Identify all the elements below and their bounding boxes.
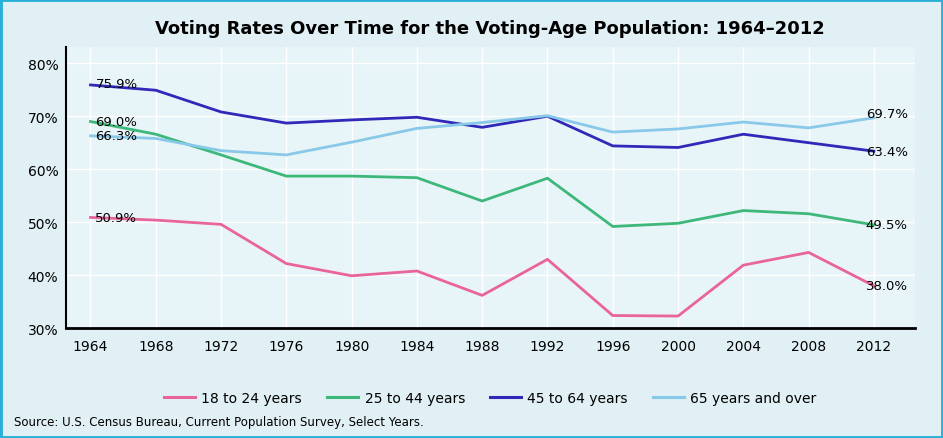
Text: 69.7%: 69.7% bbox=[866, 108, 908, 121]
Text: Source: U.S. Census Bureau, Current Population Survey, Select Years.: Source: U.S. Census Bureau, Current Popu… bbox=[14, 415, 424, 428]
Text: 38.0%: 38.0% bbox=[866, 280, 908, 293]
Text: 75.9%: 75.9% bbox=[95, 78, 138, 91]
Title: Voting Rates Over Time for the Voting-Age Population: 1964–2012: Voting Rates Over Time for the Voting-Ag… bbox=[156, 20, 825, 38]
Text: 50.9%: 50.9% bbox=[95, 212, 138, 224]
Text: 69.0%: 69.0% bbox=[95, 116, 138, 129]
Text: 49.5%: 49.5% bbox=[866, 219, 908, 232]
Legend: 18 to 24 years, 25 to 44 years, 45 to 64 years, 65 years and over: 18 to 24 years, 25 to 44 years, 45 to 64… bbox=[158, 386, 822, 411]
Text: 66.3%: 66.3% bbox=[95, 130, 138, 143]
Text: 63.4%: 63.4% bbox=[866, 145, 908, 158]
